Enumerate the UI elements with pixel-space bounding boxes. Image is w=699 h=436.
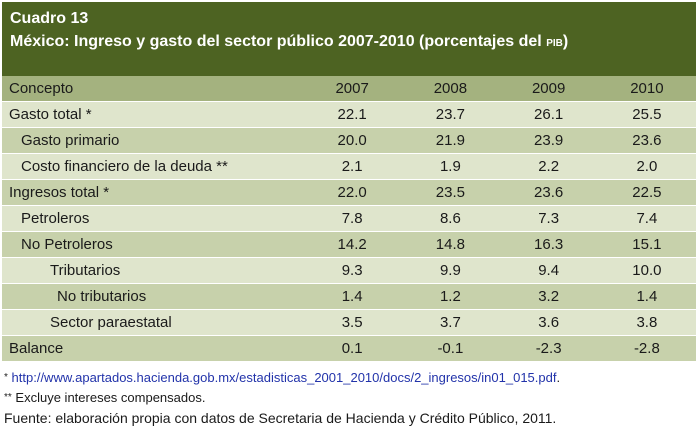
cell-value: 21.9 <box>401 127 500 154</box>
cell-value: 16.3 <box>499 231 598 258</box>
cell-value: 10.0 <box>597 257 696 284</box>
table-row: Tributarios 9.3 9.9 9.4 10.0 <box>2 257 696 284</box>
cell-value: 0.1 <box>303 335 402 362</box>
row-label: Petroleros <box>2 205 303 232</box>
cell-value: 25.5 <box>597 101 696 128</box>
cell-value: 8.6 <box>401 205 500 232</box>
cell-value: 20.0 <box>303 127 402 154</box>
row-label: Costo financiero de la deuda ** <box>2 153 303 180</box>
row-label: Ingresos total * <box>2 179 303 206</box>
cell-value: 1.9 <box>401 153 500 180</box>
cell-value: 1.4 <box>303 283 402 310</box>
cell-value: 22.1 <box>303 101 402 128</box>
table-row: Gasto total * 22.1 23.7 26.1 25.5 <box>2 101 696 128</box>
cell-value: 22.0 <box>303 179 402 206</box>
table-row: No tributarios 1.4 1.2 3.2 1.4 <box>2 283 696 310</box>
cell-value: 7.4 <box>597 205 696 232</box>
column-header-2007: 2007 <box>303 76 402 102</box>
cell-value: 23.9 <box>499 127 598 154</box>
cell-value: 23.5 <box>401 179 500 206</box>
row-label: Balance <box>2 335 303 362</box>
title-pib: PIB <box>546 38 563 49</box>
cell-value: 3.5 <box>303 309 402 336</box>
column-header-concepto: Concepto <box>2 76 303 102</box>
cell-value: 2.1 <box>303 153 402 180</box>
cell-value: 3.7 <box>401 309 500 336</box>
cell-value: 7.3 <box>499 205 598 232</box>
row-label: No tributarios <box>2 283 303 310</box>
footnote-2-text: Excluye intereses compensados. <box>15 390 206 405</box>
cell-value: 22.5 <box>597 179 696 206</box>
cell-value: -2.3 <box>499 335 598 362</box>
table-row: Sector paraestatal 3.5 3.7 3.6 3.8 <box>2 309 696 336</box>
footnote-1-end: . <box>556 370 561 385</box>
table-header: Cuadro 13 México: Ingreso y gasto del se… <box>2 2 696 76</box>
cell-value: 9.4 <box>499 257 598 284</box>
cell-value: 23.6 <box>597 127 696 154</box>
cell-value: 3.6 <box>499 309 598 336</box>
cell-value: -2.8 <box>597 335 696 362</box>
row-label: Tributarios <box>2 257 303 284</box>
source-note: Fuente: elaboración propia con datos de … <box>4 410 557 426</box>
cell-value: -0.1 <box>401 335 500 362</box>
table-number: Cuadro 13 <box>10 10 89 27</box>
cell-value: 2.2 <box>499 153 598 180</box>
footnote-1: * http://www.apartados.hacienda.gob.mx/e… <box>4 368 696 388</box>
cell-value: 23.6 <box>499 179 598 206</box>
cell-value: 9.3 <box>303 257 402 284</box>
table-row: Balance 0.1 -0.1 -2.3 -2.8 <box>2 335 696 362</box>
table-row: Petroleros 7.8 8.6 7.3 7.4 <box>2 205 696 232</box>
cell-value: 14.8 <box>401 231 500 258</box>
table-title: México: Ingreso y gasto del sector públi… <box>10 30 688 56</box>
title-text: México: Ingreso y gasto del sector públi… <box>10 33 547 50</box>
cell-value: 9.9 <box>401 257 500 284</box>
cell-value: 3.2 <box>499 283 598 310</box>
column-header-2008: 2008 <box>401 76 500 102</box>
footnotes: * http://www.apartados.hacienda.gob.mx/e… <box>2 368 696 408</box>
table-row: Costo financiero de la deuda ** 2.1 1.9 … <box>2 153 696 180</box>
data-table: Concepto 2007 2008 2009 2010 Gasto total… <box>2 76 696 362</box>
cell-value: 14.2 <box>303 231 402 258</box>
cell-value: 26.1 <box>499 101 598 128</box>
table-row: Ingresos total * 22.0 23.5 23.6 22.5 <box>2 179 696 206</box>
table-frame: Cuadro 13 México: Ingreso y gasto del se… <box>2 2 696 426</box>
footnote-2-mark: ** <box>4 392 12 403</box>
row-label: No Petroleros <box>2 231 303 258</box>
footnote-2: ** Excluye intereses compensados. <box>4 388 696 408</box>
cell-value: 15.1 <box>597 231 696 258</box>
cell-value: 3.8 <box>597 309 696 336</box>
column-header-2009: 2009 <box>499 76 598 102</box>
cell-value: 1.2 <box>401 283 500 310</box>
row-label: Sector paraestatal <box>2 309 303 336</box>
cell-value: 23.7 <box>401 101 500 128</box>
cell-value: 1.4 <box>597 283 696 310</box>
row-label: Gasto primario <box>2 127 303 154</box>
table-row: Gasto primario 20.0 21.9 23.9 23.6 <box>2 127 696 154</box>
column-header-row: Concepto 2007 2008 2009 2010 <box>2 76 696 102</box>
title-end: ) <box>562 33 569 50</box>
footnote-1-mark: * <box>4 372 8 383</box>
cell-value: 7.8 <box>303 205 402 232</box>
footnote-1-link[interactable]: http://www.apartados.hacienda.gob.mx/est… <box>11 370 557 385</box>
cell-value: 2.0 <box>597 153 696 180</box>
table-row: No Petroleros 14.2 14.8 16.3 15.1 <box>2 231 696 258</box>
column-header-2010: 2010 <box>597 76 696 102</box>
row-label: Gasto total * <box>2 101 303 128</box>
